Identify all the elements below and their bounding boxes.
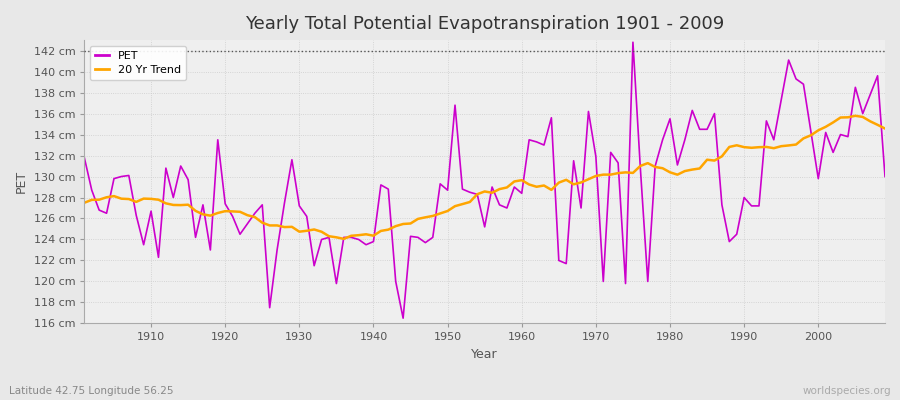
20 Yr Trend	[850, 113, 860, 118]
Text: worldspecies.org: worldspecies.org	[803, 386, 891, 396]
Title: Yearly Total Potential Evapotranspiration 1901 - 2009: Yearly Total Potential Evapotranspiratio…	[245, 15, 724, 33]
PET	[346, 235, 356, 240]
Line: 20 Yr Trend: 20 Yr Trend	[85, 116, 885, 239]
X-axis label: Year: Year	[472, 348, 498, 361]
20 Yr Trend	[338, 236, 349, 241]
PET	[79, 155, 90, 160]
PET	[613, 160, 624, 165]
PET	[627, 40, 638, 45]
20 Yr Trend	[879, 126, 890, 131]
PET	[524, 137, 535, 142]
PET	[398, 316, 409, 320]
20 Yr Trend	[79, 200, 90, 205]
Line: PET: PET	[85, 42, 885, 318]
20 Yr Trend	[302, 228, 312, 233]
20 Yr Trend	[139, 196, 149, 201]
20 Yr Trend	[613, 171, 624, 176]
Y-axis label: PET: PET	[15, 170, 28, 193]
20 Yr Trend	[517, 178, 527, 182]
20 Yr Trend	[524, 182, 535, 187]
Text: Latitude 42.75 Longitude 56.25: Latitude 42.75 Longitude 56.25	[9, 386, 174, 396]
20 Yr Trend	[353, 233, 364, 238]
PET	[139, 242, 149, 247]
PET	[517, 191, 527, 196]
PET	[879, 174, 890, 179]
PET	[302, 214, 312, 219]
Legend: PET, 20 Yr Trend: PET, 20 Yr Trend	[90, 46, 186, 80]
